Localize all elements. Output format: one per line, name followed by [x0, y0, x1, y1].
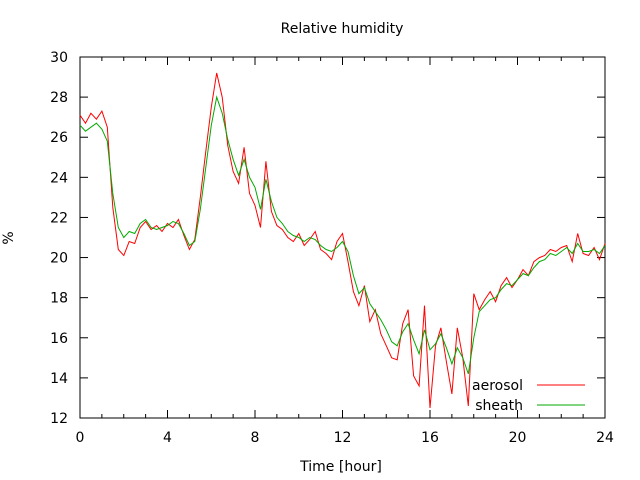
x-tick-label: 8 [251, 430, 260, 446]
x-tick-label: 20 [509, 430, 527, 446]
series-lines [79, 72, 606, 409]
series-line-aerosol [79, 72, 606, 409]
y-tick-label: 26 [50, 130, 68, 146]
plot-frame [79, 56, 606, 419]
y-tick-label: 16 [50, 331, 68, 347]
y-tick-label: 28 [50, 90, 68, 106]
y-tick-label: 14 [50, 371, 68, 387]
x-tick-label: 24 [596, 430, 614, 446]
y-tick-label: 12 [50, 411, 68, 427]
legend-label-aerosol: aerosol [472, 378, 523, 394]
x-axis-title: Time [hour] [299, 459, 382, 475]
tick-labels: 0 4 8 12 16 20 24 12 14 16 18 20 22 24 26 28 30 [50, 50, 614, 446]
y-tick-label: 22 [50, 210, 68, 226]
x-tick-label: 12 [334, 430, 352, 446]
y-tick-label: 24 [50, 170, 68, 186]
x-tick-label: 16 [421, 430, 439, 446]
x-tick-label: 4 [163, 430, 172, 446]
y-tick-label: 18 [50, 291, 68, 307]
legend: aerosol sheath [472, 378, 585, 414]
x-tick-label: 0 [76, 430, 85, 446]
axis-ticks [79, 56, 606, 419]
y-tick-label: 20 [50, 251, 68, 267]
legend-label-sheath: sheath [475, 398, 523, 414]
series-line-sheath [79, 95, 606, 375]
y-tick-label: 30 [50, 50, 68, 66]
y-axis-title: % [1, 231, 17, 244]
chart-title: Relative humidity [281, 21, 404, 37]
